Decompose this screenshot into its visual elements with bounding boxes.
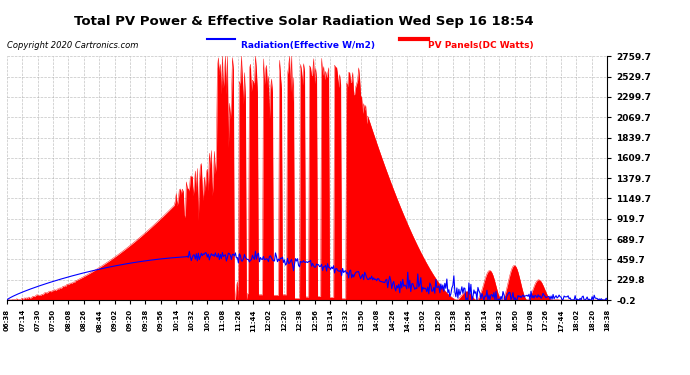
Text: Radiation(Effective W/m2): Radiation(Effective W/m2) (241, 41, 375, 50)
Text: Copyright 2020 Cartronics.com: Copyright 2020 Cartronics.com (7, 41, 138, 50)
Text: Total PV Power & Effective Solar Radiation Wed Sep 16 18:54: Total PV Power & Effective Solar Radiati… (74, 15, 533, 28)
Text: PV Panels(DC Watts): PV Panels(DC Watts) (428, 41, 533, 50)
